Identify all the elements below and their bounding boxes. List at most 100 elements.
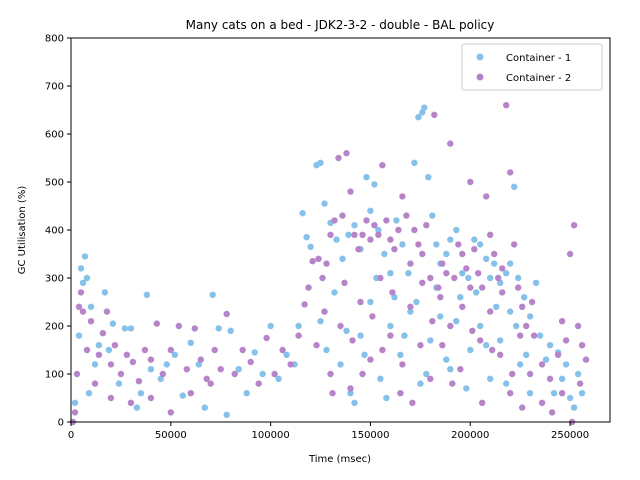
data-point [295,332,302,339]
data-point [383,217,390,224]
data-point [95,351,103,358]
data-point [379,346,386,354]
data-point [379,162,386,169]
data-point [425,174,432,181]
data-point [317,159,324,166]
data-point [483,342,490,349]
data-point [207,380,214,387]
data-point [409,399,416,406]
data-point [562,361,570,368]
data-point [473,289,480,296]
data-point [487,231,494,238]
data-point [554,351,562,358]
data-point [315,255,322,262]
y-tick-label: 200 [45,322,64,333]
data-point [439,260,446,267]
data-point [171,351,178,358]
data-point [423,370,430,378]
data-point [503,270,510,277]
data-point [359,370,366,378]
data-point [71,399,79,406]
data-point [127,325,135,332]
data-point [351,222,358,229]
data-point [562,337,570,344]
data-point [499,289,506,296]
data-point [463,265,470,272]
data-point [471,236,478,243]
data-point [363,217,370,224]
data-point [361,351,368,358]
data-point [357,298,364,306]
data-point [323,346,330,354]
data-point [313,342,320,349]
data-point [477,241,484,248]
data-point [197,356,204,363]
data-point [263,334,270,342]
data-point [339,255,346,262]
data-point [321,200,328,207]
data-point [523,351,530,358]
data-point [211,346,218,354]
data-point [509,370,516,378]
data-point [542,356,550,363]
data-point [536,332,544,339]
data-point [223,411,230,418]
data-point [407,308,414,315]
data-point [578,390,586,397]
data-point [147,366,155,373]
data-point [381,250,388,258]
data-point [351,399,358,406]
data-point [333,236,340,243]
data-point [227,327,234,334]
data-point [574,322,582,330]
data-point [497,337,504,344]
data-point [519,303,526,310]
data-point [511,183,518,190]
data-point [299,210,306,217]
data-point [503,102,510,109]
legend-marker-container-1 [476,53,484,61]
data-point [495,274,502,282]
data-point [309,258,316,265]
data-point [201,404,208,411]
data-point [558,375,566,382]
data-point [231,370,238,378]
data-point [337,361,344,368]
data-point [576,380,584,387]
data-point [83,346,91,354]
data-point [157,375,164,382]
data-point [513,322,520,330]
data-point [435,284,442,291]
data-point [397,390,404,397]
data-point [487,308,494,315]
data-point [323,260,330,267]
data-point [357,332,364,339]
data-point [546,375,554,382]
data-point [503,380,510,387]
data-point [437,313,444,320]
data-point [319,274,326,282]
data-point [331,289,338,296]
x-axis: 0 50000 100000 150000 200000 250000 [68,422,589,441]
data-point [147,394,155,402]
x-tick-label: 200000 [451,430,489,441]
data-point [167,346,174,354]
data-point [447,236,454,243]
data-point [391,294,398,301]
legend-label-container-1: Container - 1 [506,53,571,64]
data-point [467,178,474,186]
data-point [317,318,324,325]
data-point [351,231,358,238]
data-point [427,337,434,344]
data-point [305,284,312,291]
data-point [203,375,210,382]
data-point [507,390,514,397]
data-point [419,279,426,286]
data-point [369,313,376,320]
data-point [538,399,546,406]
data-point [497,351,504,358]
data-point [457,366,464,373]
data-point [548,409,556,416]
data-point [75,303,83,310]
data-point [570,404,578,411]
